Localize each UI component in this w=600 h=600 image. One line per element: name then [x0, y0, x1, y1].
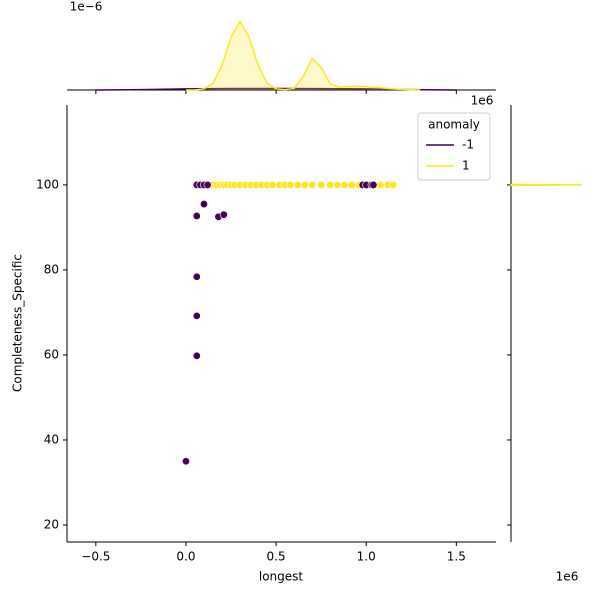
- scatter-point: [192, 351, 201, 360]
- legend-label: -1: [462, 138, 474, 152]
- y-axis-label: Completeness_Specific: [11, 254, 25, 392]
- scatter-point: [308, 180, 317, 189]
- scatter-point: [369, 180, 378, 189]
- kde-line: [185, 20, 421, 91]
- scatter-point: [293, 180, 302, 189]
- scatter-point: [347, 180, 356, 189]
- x-axis-label: longest: [259, 570, 304, 584]
- scatter-point: [376, 180, 385, 189]
- y-tick-label: 20: [44, 517, 59, 531]
- x-tick-label: 1.0: [357, 550, 376, 564]
- x-tick-label: 0.0: [176, 550, 195, 564]
- scatter-point: [340, 180, 349, 189]
- scatter-point: [317, 180, 326, 189]
- scatter-point: [333, 180, 342, 189]
- kde-line: [510, 183, 583, 187]
- x-offset: 1e6: [556, 570, 579, 584]
- scatter-point: [389, 180, 398, 189]
- top-y-offset: 1e−6: [70, 0, 103, 14]
- legend-label: 1: [462, 159, 470, 173]
- y-tick-label: 100: [36, 177, 59, 191]
- x-tick-label: 0.5: [267, 550, 286, 564]
- scatter-point: [199, 200, 208, 209]
- x-tick-label: −0.5: [81, 550, 110, 564]
- y-tick-label: 80: [44, 262, 59, 276]
- scatter-point: [219, 210, 228, 219]
- y-tick-label: 40: [44, 432, 59, 446]
- top-x-offset: 1e6: [471, 94, 494, 108]
- scatter-point: [192, 272, 201, 281]
- kde-area: [185, 21, 421, 91]
- x-tick-label: 1.5: [447, 550, 466, 564]
- scatter-point: [192, 311, 201, 320]
- legend-box: [417, 112, 491, 181]
- legend-title: anomaly: [428, 118, 480, 132]
- scatter-point: [268, 180, 277, 189]
- scatter-point: [192, 211, 201, 220]
- scatter-point: [326, 180, 335, 189]
- scatter-point: [286, 180, 295, 189]
- y-tick-label: 60: [44, 347, 59, 361]
- scatter-point: [203, 180, 212, 189]
- scatter-point: [181, 457, 190, 466]
- scatter-point: [300, 180, 309, 189]
